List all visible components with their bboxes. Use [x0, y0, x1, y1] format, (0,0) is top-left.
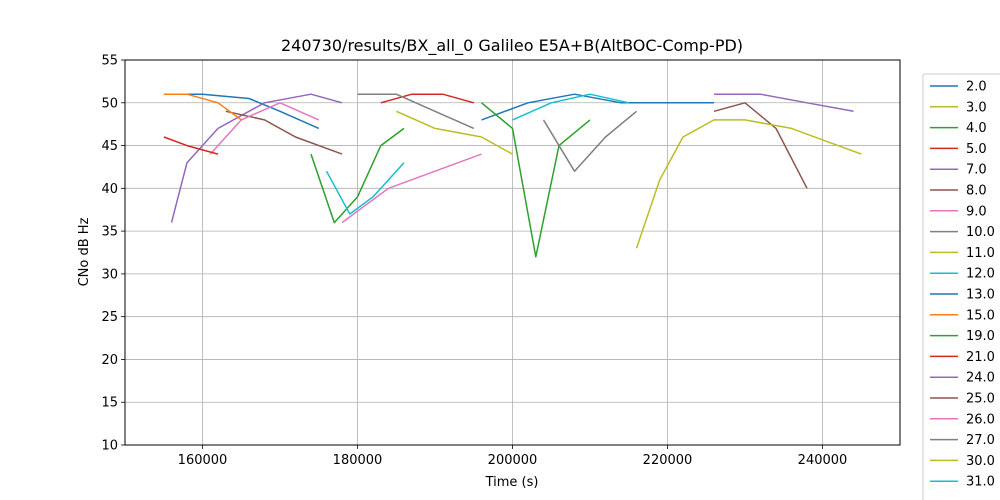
legend-label: 27.0 [966, 433, 995, 448]
series-line-30.0 [744, 119, 862, 155]
series-line-21.0 [163, 136, 219, 155]
y-tick-label: 25 [101, 310, 118, 325]
y-ticks: 10 15 20 25 30 35 40 45 50 55 [101, 54, 125, 454]
series-line-31.0 [512, 93, 629, 121]
series-line-19.0 [481, 102, 591, 258]
chart-title: 240730/results/BX_all_0 Galileo E5A+B(Al… [281, 36, 743, 56]
series-line-12.0 [325, 162, 405, 215]
series-line-3.0 [395, 110, 513, 155]
legend-label: 9.0 [966, 204, 987, 219]
grid [125, 59, 900, 446]
series-line-27.0 [542, 110, 637, 172]
series-line-9.0 [209, 102, 320, 155]
legend-label: 15.0 [966, 308, 995, 323]
legend-label: 12.0 [966, 267, 995, 282]
x-tick-label: 240000 [798, 453, 848, 468]
y-tick-label: 30 [101, 267, 118, 282]
series-line-15.0 [163, 93, 242, 121]
legend-label: 26.0 [966, 412, 995, 427]
legend-label: 24.0 [966, 371, 995, 386]
series-line-10.0 [357, 93, 475, 130]
legend-label: 7.0 [966, 163, 987, 178]
legend-label: 2.0 [966, 80, 987, 95]
legend-label: 30.0 [966, 454, 995, 469]
legend-label: 8.0 [966, 184, 987, 199]
legend-label: 11.0 [966, 246, 995, 261]
legend-label: 10.0 [966, 225, 995, 240]
y-tick-label: 50 [101, 96, 118, 111]
series-layer [163, 93, 862, 258]
x-ticks: 160000 180000 200000 220000 240000 [178, 445, 848, 468]
y-tick-label: 55 [101, 54, 118, 69]
legend-label: 31.0 [966, 475, 995, 490]
legend-label: 19.0 [966, 329, 995, 344]
legend-label: 3.0 [966, 100, 987, 115]
y-axis-title: CNo dB Hz [77, 217, 92, 286]
series-line-5.0 [380, 93, 475, 104]
legend-label: 25.0 [966, 392, 995, 407]
x-tick-label: 180000 [333, 453, 383, 468]
x-tick-label: 220000 [643, 453, 693, 468]
series-line-25.0 [713, 102, 808, 189]
y-tick-label: 15 [101, 396, 118, 411]
y-tick-label: 35 [101, 225, 118, 240]
legend-label: 4.0 [966, 121, 987, 136]
x-tick-label: 200000 [488, 453, 538, 468]
y-tick-label: 20 [101, 353, 118, 368]
legend-label: 13.0 [966, 288, 995, 303]
series-line-24.0 [714, 93, 854, 113]
legend-label: 5.0 [966, 142, 987, 157]
series-line-4.0 [310, 127, 405, 224]
x-tick-label: 160000 [178, 453, 228, 468]
series-line-2.0 [163, 93, 320, 130]
legend-box [922, 73, 1000, 500]
legend-label: 21.0 [966, 350, 995, 365]
series-line-11.0 [635, 119, 745, 249]
series-line-7.0 [170, 93, 343, 223]
series-line-8.0 [225, 110, 343, 155]
x-axis-title: Time (s) [485, 475, 539, 490]
series-line-26.0 [341, 153, 482, 224]
y-tick-label: 40 [101, 182, 118, 197]
series-line-13.0 [481, 93, 714, 121]
y-tick-label: 10 [101, 439, 118, 454]
y-tick-label: 45 [101, 139, 118, 154]
legend: 2.0 3.0 4.0 5.0 7.0 8.0 9.0 10.0 11.0 12.0 13.0 15.… [922, 73, 1000, 500]
